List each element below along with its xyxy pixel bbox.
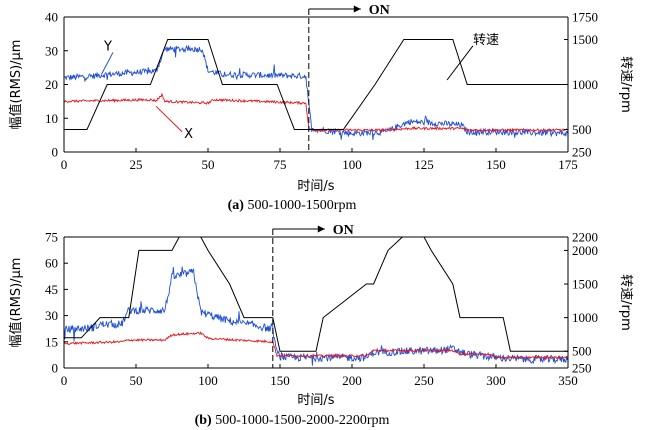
x-tick-label: 175: [558, 157, 578, 172]
y2-tick-label: 1000: [572, 310, 598, 325]
figure-caption: (a) 500-1000-1500rpm: [228, 198, 357, 213]
on-marker-arrowhead: [353, 5, 361, 13]
x-tick-label: 0: [61, 157, 68, 172]
y-tick-label: 10: [45, 111, 58, 126]
series-line-x: [63, 92, 569, 133]
x-tick-label: 100: [342, 157, 362, 172]
y2-tick-label: 250: [572, 361, 592, 376]
y-tick-label: 60: [45, 256, 58, 271]
x-tick-label: 50: [130, 373, 143, 388]
series-line-speed: [64, 39, 568, 130]
x-tick-label: 350: [558, 373, 578, 388]
y2-tick-label: 1500: [572, 277, 598, 292]
series-line-x: [63, 331, 569, 360]
on-marker-arrowhead: [317, 225, 325, 233]
chart-b: 0 50 100 150 200 250 300 350 0 15 30 45 60 75 250 500 10…: [8, 223, 633, 428]
y2-axis-label: 转速/rpm: [618, 274, 633, 331]
series-line-y: [63, 266, 568, 366]
x-tick-label: 300: [486, 373, 506, 388]
annotation-label: 转速: [473, 33, 499, 48]
x-axis-label: 时间/s: [297, 179, 334, 194]
x-tick-label: 150: [270, 373, 290, 388]
y-tick-label: 0: [52, 145, 59, 160]
x-tick-label: 75: [274, 157, 287, 172]
x-tick-label: 200: [342, 373, 362, 388]
x-axis-label: 时间/s: [297, 393, 334, 408]
x-tick-label: 250: [414, 373, 434, 388]
y-tick-label: 45: [45, 282, 58, 297]
series-line-y: [63, 44, 569, 141]
x-tick-label: 25: [130, 157, 143, 172]
y-tick-label: 30: [45, 308, 58, 323]
y2-tick-label: 1500: [572, 32, 598, 47]
y2-tick-label: 1750: [572, 10, 598, 25]
annotation-label: Y: [103, 39, 112, 54]
on-marker-label: ON: [333, 223, 354, 238]
x-tick-label: 0: [61, 373, 68, 388]
y-tick-label: 15: [45, 334, 58, 349]
y-tick-label: 20: [45, 77, 58, 92]
figure-caption: (b) 500-1000-1500-2000-2200rpm: [195, 413, 390, 428]
y-axis-label: 幅值(RMS)/μm: [8, 40, 24, 130]
annotation-arrow: [446, 45, 474, 81]
x-tick-label: 125: [414, 157, 434, 172]
x-tick-label: 100: [198, 373, 218, 388]
y2-axis-label: 转速/rpm: [618, 56, 633, 113]
y-tick-label: 0: [52, 361, 59, 376]
y-axis-label: 幅值(RMS)/μm: [8, 258, 24, 348]
annotation-arrow: [100, 52, 114, 75]
y-tick-label: 40: [45, 10, 58, 25]
x-tick-label: 50: [202, 157, 215, 172]
y2-tick-label: 250: [572, 145, 592, 160]
y2-tick-label: 2000: [572, 243, 598, 258]
x-tick-label: 150: [486, 157, 506, 172]
chart-a: 0 25 50 75 100 125 150 175010203040250500100015…: [8, 3, 633, 213]
series-line-speed: [64, 236, 568, 352]
annotation-label: X: [184, 127, 193, 142]
y2-tick-label: 1000: [572, 77, 598, 92]
y-tick-label: 30: [45, 43, 58, 58]
y-tick-label: 75: [45, 230, 58, 245]
y2-tick-label: 2200: [572, 230, 598, 245]
y2-tick-label: 500: [572, 344, 592, 359]
on-marker-label: ON: [369, 3, 390, 18]
annotation-arrow: [155, 106, 183, 133]
y2-tick-label: 500: [572, 122, 592, 137]
